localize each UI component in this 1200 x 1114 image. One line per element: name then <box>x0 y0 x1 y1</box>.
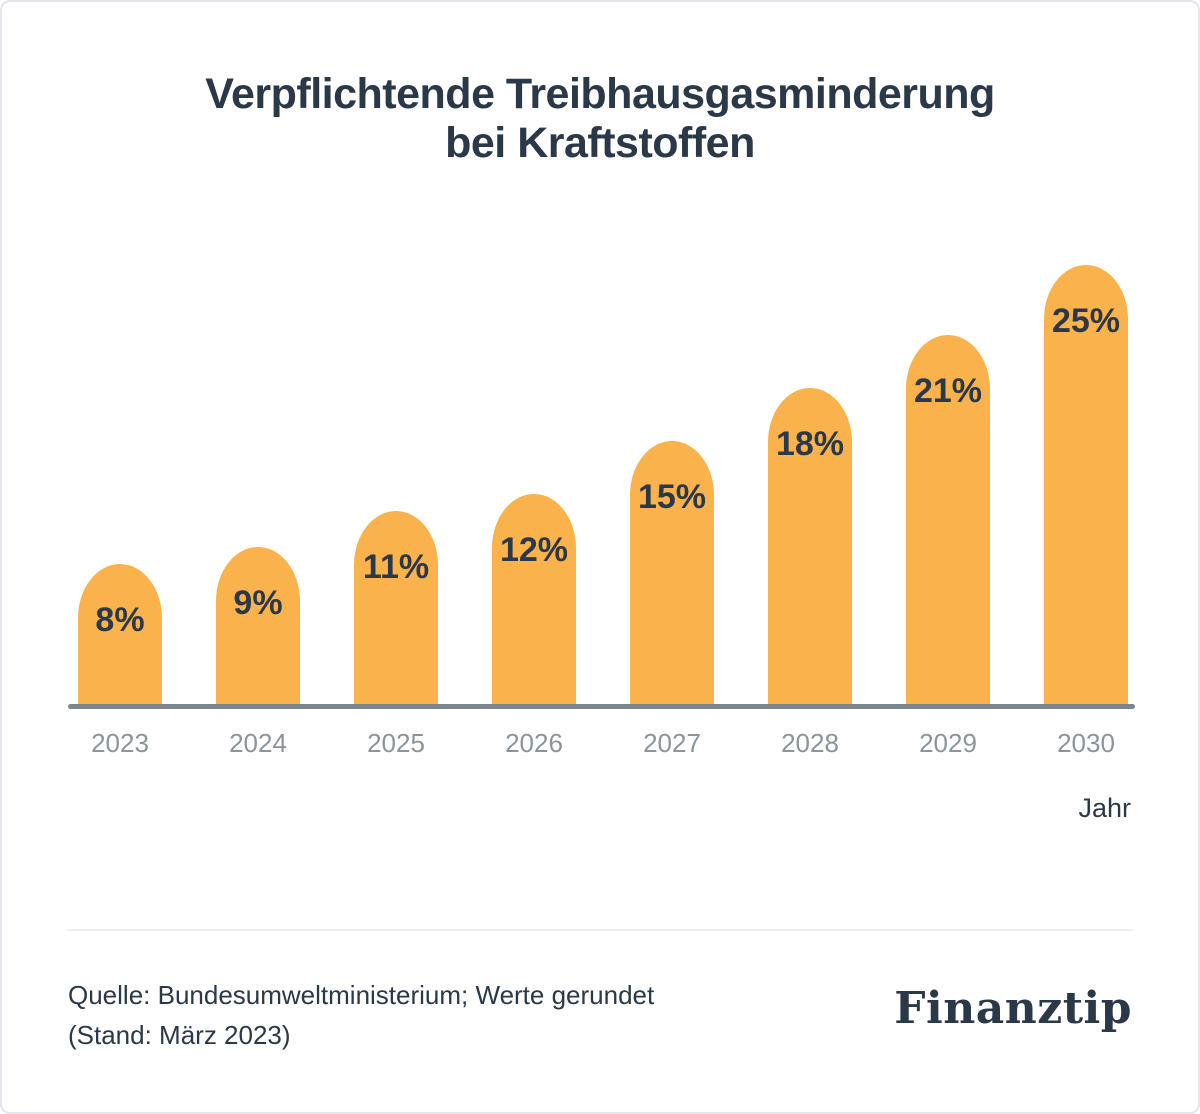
bar-2024: 9% <box>216 547 300 705</box>
bar-2023: 8% <box>78 564 162 705</box>
bar-2030: 25% <box>1044 265 1128 705</box>
bar-value-label-2027: 15% <box>637 478 707 516</box>
x-ticks-row: 2023 2024 2025 2026 2027 2028 2029 2030 <box>78 728 1128 759</box>
x-tick-2029: 2029 <box>919 728 977 758</box>
bar-2027: 15% <box>630 441 714 705</box>
bar-value-label-2023: 8% <box>95 601 145 639</box>
source-line-2: (Stand: März 2023) <box>68 1020 291 1050</box>
finanztip-logo: Finanztip <box>894 983 1132 1034</box>
x-tick-2023: 2023 <box>91 728 149 758</box>
source-note: Quelle: Bundesumweltministerium; Werte g… <box>68 975 654 1055</box>
x-tick-2025: 2025 <box>367 728 425 758</box>
x-tick-2026: 2026 <box>505 728 563 758</box>
chart-title: Verpflichtende Treibhausgasminderung bei… <box>205 70 995 167</box>
bar-value-label-2028: 18% <box>775 425 845 463</box>
bar-value-label-2030: 25% <box>1051 302 1121 340</box>
footer-divider <box>67 929 1133 931</box>
bars-row: 8% 9% 11% 12% 15% 18% 21% 25% <box>78 2 1128 705</box>
bar-value-label-2024: 9% <box>233 584 283 622</box>
x-tick-2030: 2030 <box>1057 728 1115 758</box>
bar-2029: 21% <box>906 335 990 705</box>
bar-2028: 18% <box>768 388 852 705</box>
x-tick-2027: 2027 <box>643 728 701 758</box>
bar-value-label-2025: 11% <box>362 548 430 586</box>
x-tick-2028: 2028 <box>781 728 839 758</box>
source-line-1: Quelle: Bundesumweltministerium; Werte g… <box>68 980 655 1010</box>
bar-2025: 11% <box>354 511 438 705</box>
bar-value-label-2026: 12% <box>499 531 569 569</box>
bar-2026: 12% <box>492 494 576 705</box>
bar-value-label-2029: 21% <box>913 372 983 410</box>
x-tick-2024: 2024 <box>229 728 287 758</box>
x-axis-label: Jahr <box>1078 793 1131 823</box>
x-axis-line <box>68 704 1135 709</box>
